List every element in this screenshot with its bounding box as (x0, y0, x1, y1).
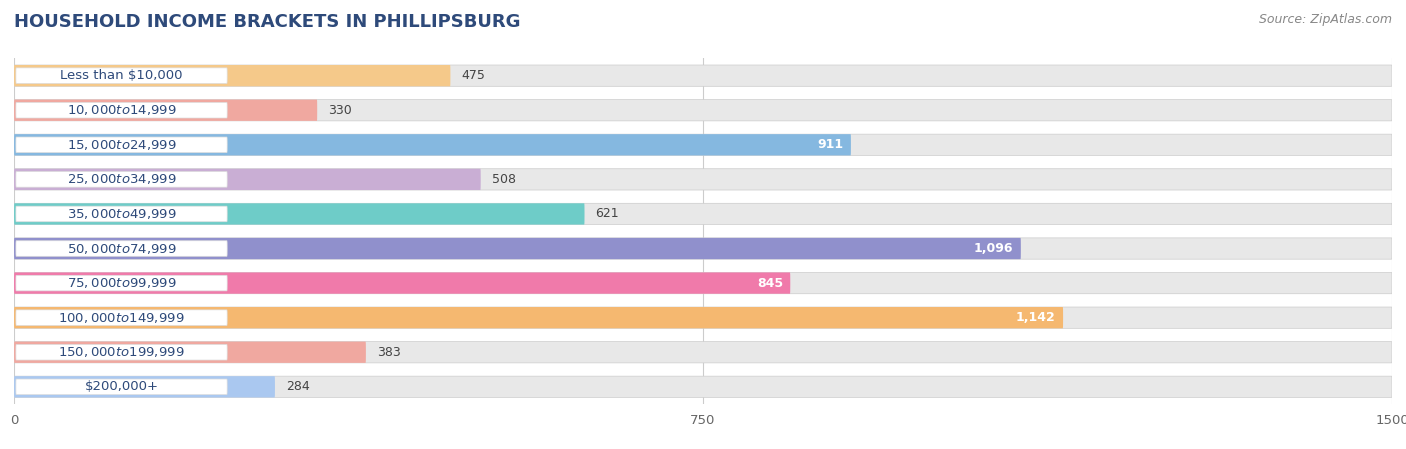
Text: $35,000 to $49,999: $35,000 to $49,999 (66, 207, 176, 221)
Text: 1,142: 1,142 (1017, 311, 1056, 324)
FancyBboxPatch shape (15, 310, 228, 326)
FancyBboxPatch shape (15, 68, 228, 84)
Text: $15,000 to $24,999: $15,000 to $24,999 (66, 138, 176, 152)
FancyBboxPatch shape (14, 100, 1392, 121)
FancyBboxPatch shape (15, 241, 228, 256)
FancyBboxPatch shape (14, 65, 450, 86)
Text: 508: 508 (492, 173, 516, 186)
Text: 1,096: 1,096 (974, 242, 1014, 255)
FancyBboxPatch shape (14, 273, 1392, 294)
FancyBboxPatch shape (14, 342, 1392, 363)
FancyBboxPatch shape (14, 169, 481, 190)
FancyBboxPatch shape (14, 65, 1392, 86)
FancyBboxPatch shape (14, 203, 585, 224)
FancyBboxPatch shape (15, 379, 228, 395)
FancyBboxPatch shape (14, 307, 1392, 328)
FancyBboxPatch shape (14, 307, 1063, 328)
FancyBboxPatch shape (14, 203, 1392, 224)
Text: Less than $10,000: Less than $10,000 (60, 69, 183, 82)
FancyBboxPatch shape (14, 273, 790, 294)
Text: 383: 383 (377, 346, 401, 359)
FancyBboxPatch shape (14, 169, 1392, 190)
FancyBboxPatch shape (15, 172, 228, 187)
Text: Source: ZipAtlas.com: Source: ZipAtlas.com (1258, 13, 1392, 26)
FancyBboxPatch shape (15, 102, 228, 118)
FancyBboxPatch shape (14, 238, 1021, 259)
FancyBboxPatch shape (15, 137, 228, 153)
Text: $75,000 to $99,999: $75,000 to $99,999 (66, 276, 176, 290)
Text: HOUSEHOLD INCOME BRACKETS IN PHILLIPSBURG: HOUSEHOLD INCOME BRACKETS IN PHILLIPSBUR… (14, 13, 520, 31)
FancyBboxPatch shape (14, 134, 1392, 155)
Text: $150,000 to $199,999: $150,000 to $199,999 (58, 345, 184, 359)
FancyBboxPatch shape (15, 275, 228, 291)
FancyBboxPatch shape (14, 100, 318, 121)
Text: $10,000 to $14,999: $10,000 to $14,999 (66, 103, 176, 117)
FancyBboxPatch shape (15, 206, 228, 222)
Text: 475: 475 (461, 69, 485, 82)
FancyBboxPatch shape (15, 344, 228, 360)
Text: 911: 911 (817, 138, 844, 151)
Text: 621: 621 (596, 207, 619, 220)
Text: $200,000+: $200,000+ (84, 380, 159, 393)
FancyBboxPatch shape (14, 342, 366, 363)
Text: $25,000 to $34,999: $25,000 to $34,999 (66, 172, 176, 186)
Text: 284: 284 (285, 380, 309, 393)
FancyBboxPatch shape (14, 376, 276, 397)
FancyBboxPatch shape (14, 376, 1392, 397)
Text: 845: 845 (756, 277, 783, 290)
Text: 330: 330 (328, 104, 352, 117)
Text: $50,000 to $74,999: $50,000 to $74,999 (66, 242, 176, 255)
FancyBboxPatch shape (14, 238, 1392, 259)
FancyBboxPatch shape (14, 134, 851, 155)
Text: $100,000 to $149,999: $100,000 to $149,999 (58, 311, 184, 325)
